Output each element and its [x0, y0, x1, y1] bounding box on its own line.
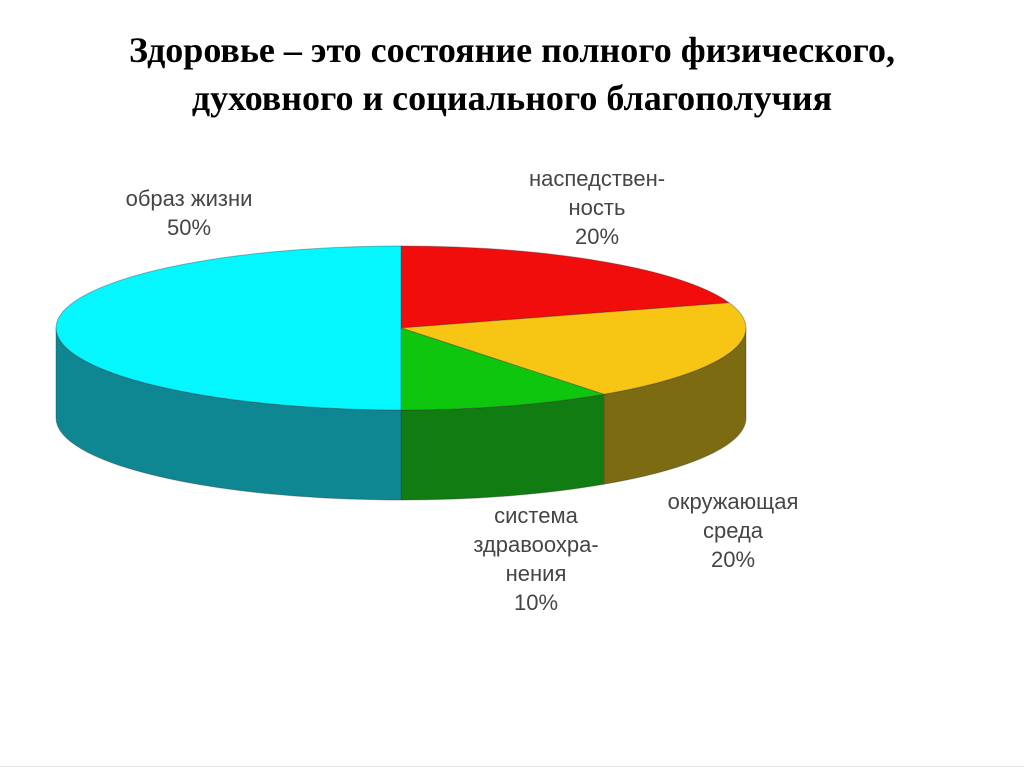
pie-label-environment-percent: 20%	[710, 547, 756, 572]
pie-label-healthcare-text-1: система	[494, 503, 578, 528]
pie-slice-environment	[400, 302, 747, 395]
pie-label-environment-text-1: окружающая	[667, 489, 799, 514]
pie-label-healthcare: система здравоохра- нения 10%	[426, 501, 646, 617]
slide-title: Здоровье – это состояние полного физичес…	[0, 26, 1024, 122]
pie-label-lifestyle-percent: 50%	[166, 215, 212, 240]
slide-title-line-2: духовного и социального благополучия	[191, 78, 833, 118]
pie-label-healthcare-percent: 10%	[513, 590, 559, 615]
pie-label-healthcare-text-2: здравоохра-	[473, 532, 599, 557]
pie-label-environment: окружающая среда 20%	[623, 487, 843, 574]
pie-slice-lifestyle	[55, 245, 402, 411]
pie-label-heredity-percent: 20%	[574, 224, 620, 249]
pie-label-lifestyle: образ жизни 50%	[79, 184, 299, 242]
pie-label-heredity-text-2: ность	[568, 195, 626, 220]
pie-label-heredity-text-1: наспедствен-	[528, 166, 666, 191]
pie-label-lifestyle-text: образ жизни	[125, 186, 253, 211]
pie-slice-heredity	[400, 245, 730, 329]
pie-label-healthcare-text-3: нения	[505, 561, 567, 586]
pie-label-environment-text-2: среда	[702, 518, 764, 543]
pie-slice-healthcare	[400, 327, 605, 411]
slide-title-line-1: Здоровье – это состояние полного физичес…	[128, 30, 896, 70]
pie-label-heredity: наспедствен- ность 20%	[487, 164, 707, 251]
